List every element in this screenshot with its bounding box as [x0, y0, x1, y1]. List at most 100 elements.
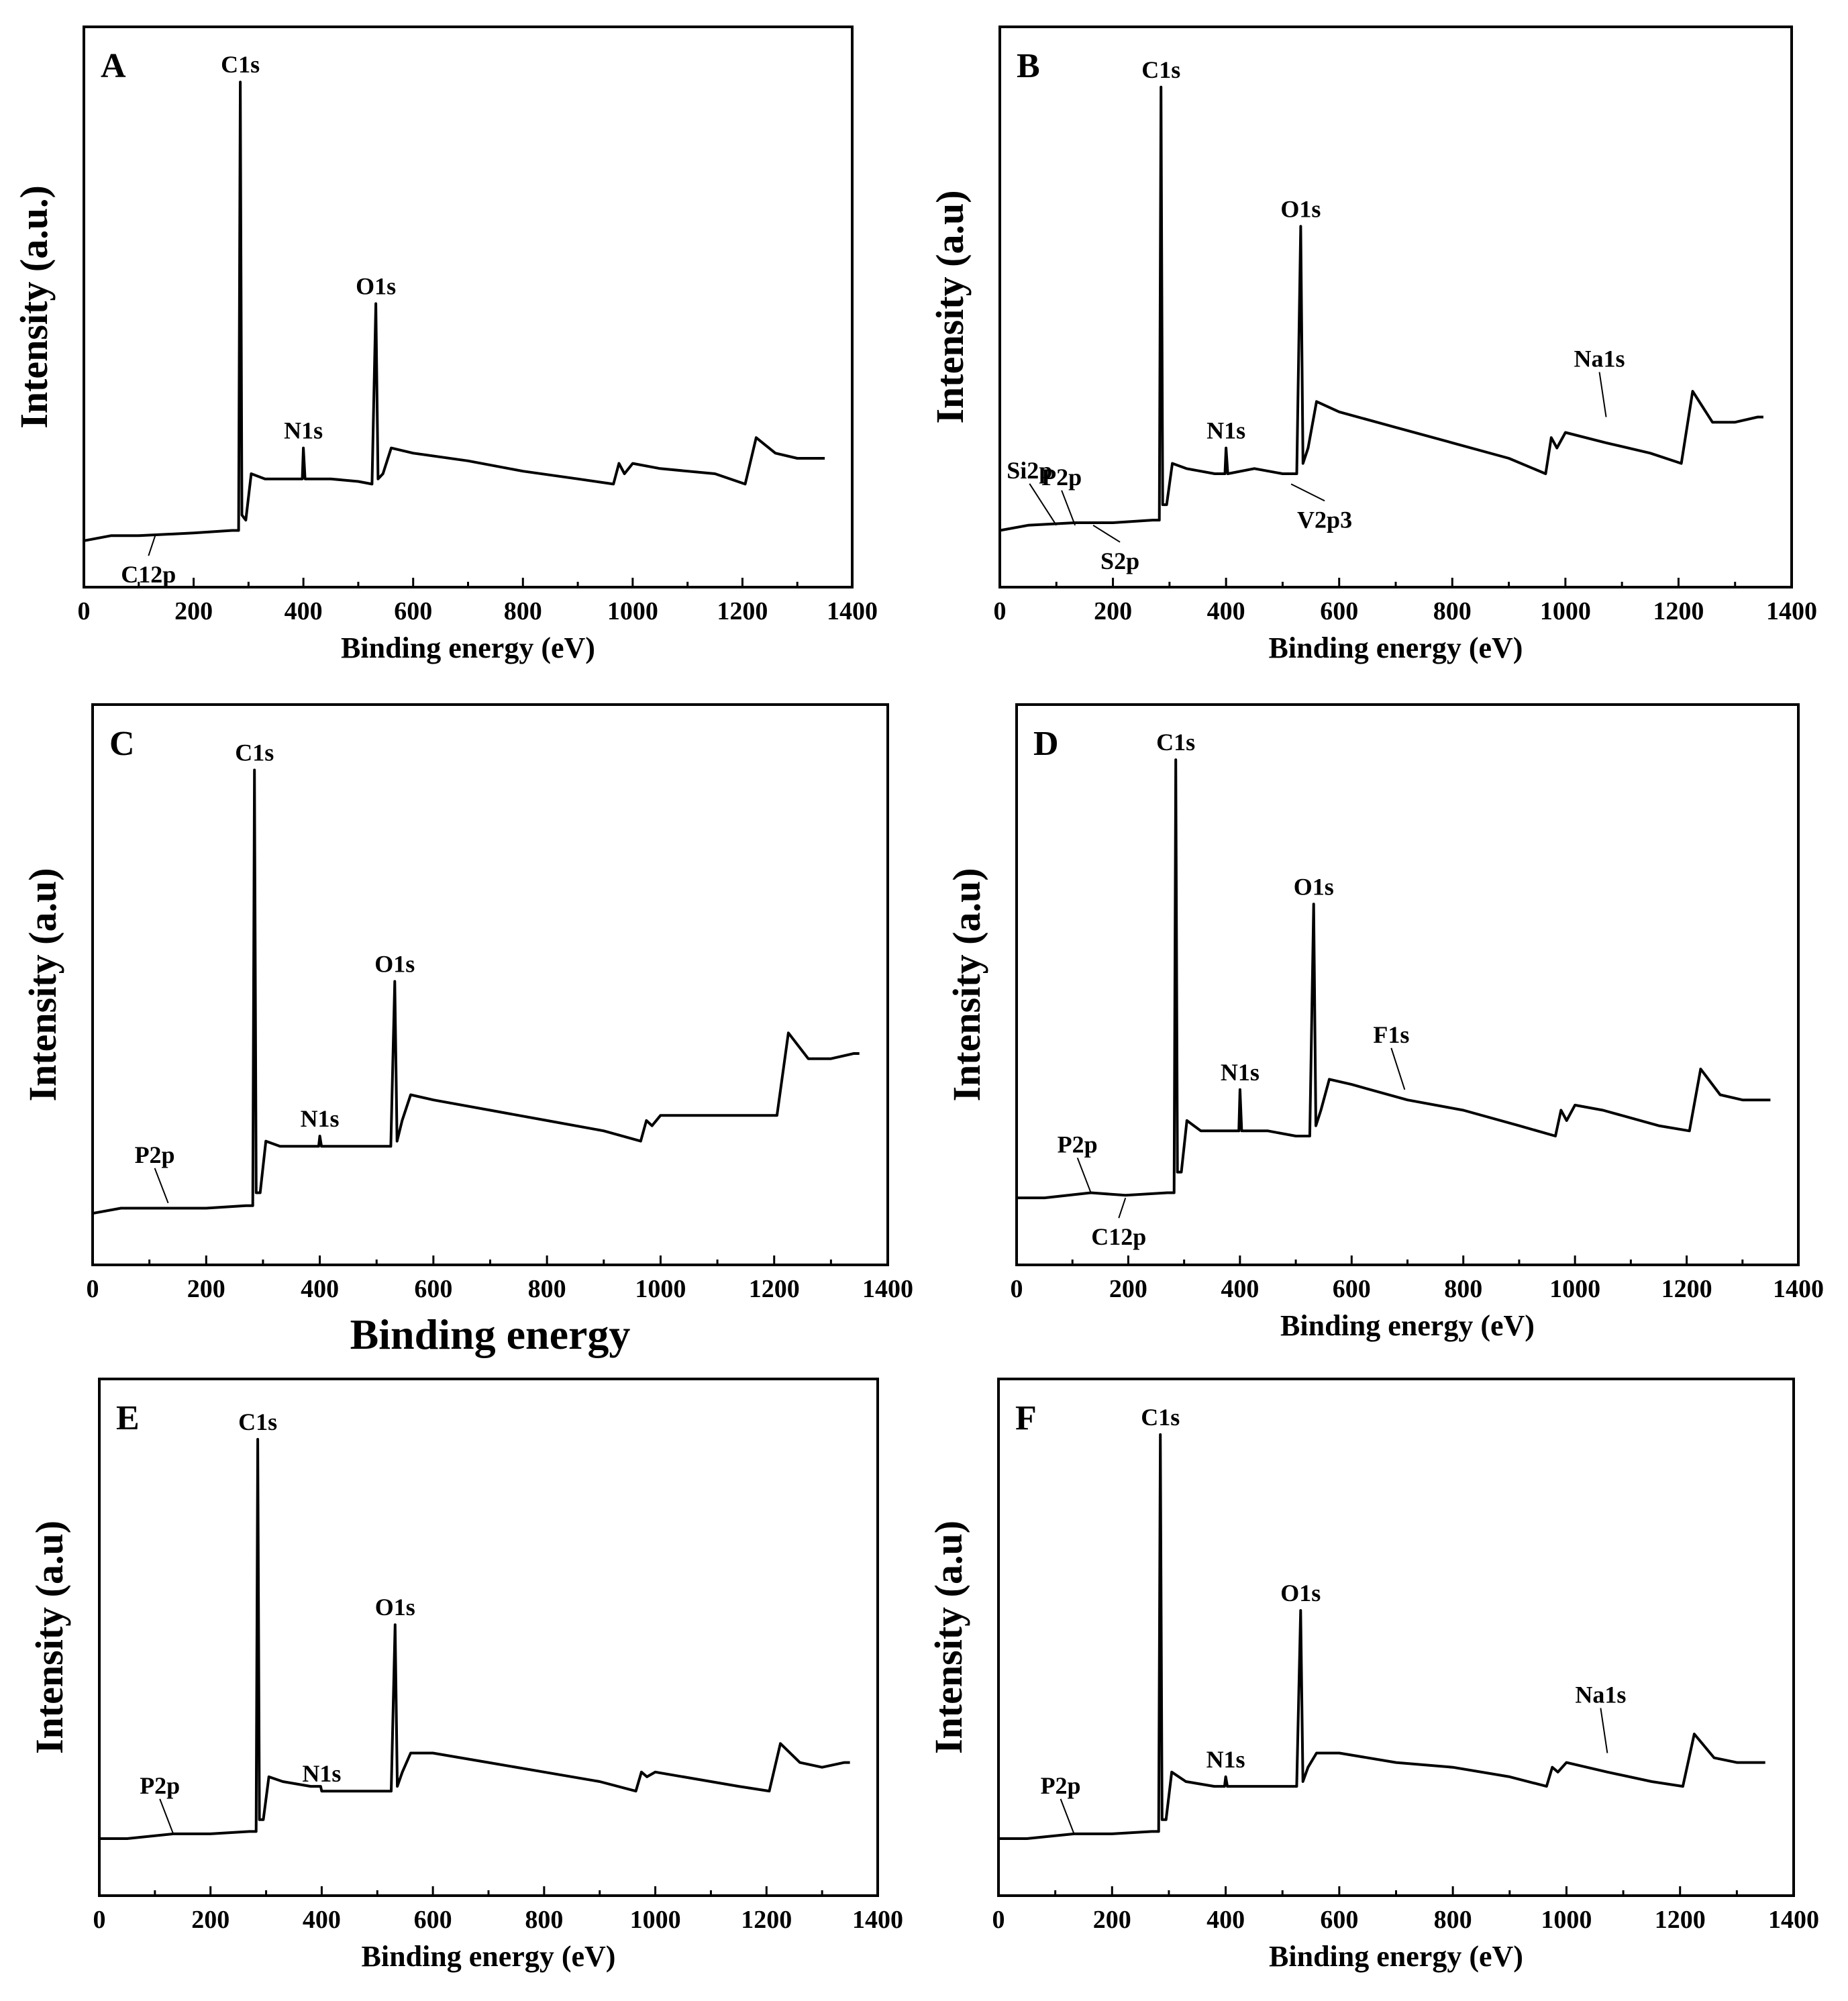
x-tick-label: 400	[1221, 1275, 1259, 1303]
x-tick-label: 1200	[1661, 1275, 1712, 1303]
peak-leader-line	[1076, 1158, 1092, 1193]
panel-d: D 0 200 400 600 800 1000 1200 1400 Binding energy…	[945, 703, 1824, 1342]
x-tick-label: 800	[1444, 1275, 1482, 1303]
y-axis-label: Intensity (a.u.)	[12, 185, 56, 429]
peak-label: C1s	[1141, 1404, 1180, 1431]
peak-label: C12p	[1091, 1223, 1146, 1250]
panel-f: F 0 200 400 600 800 1000 1200 1400 Binding energy…	[927, 1378, 1819, 1973]
peak-label: P2p	[135, 1141, 175, 1168]
x-axis-label: Binding energy (eV)	[1269, 1940, 1523, 1973]
x-tick-label: 0	[992, 1906, 1005, 1934]
x-tick-label: 1400	[1766, 597, 1817, 625]
x-tick-label: 1000	[630, 1906, 681, 1934]
peak-label: P2p	[1058, 1131, 1098, 1158]
peak-label: C1s	[235, 739, 274, 766]
x-tick-label: 1200	[1655, 1906, 1706, 1934]
panel-letter: A	[101, 47, 126, 85]
peak-label: C1s	[1141, 56, 1180, 83]
x-tick-label: 600	[1333, 1275, 1371, 1303]
x-tick-label: 800	[525, 1906, 563, 1934]
x-tick-label: 0	[1011, 1275, 1023, 1303]
peak-leader-line	[1061, 490, 1076, 526]
x-tick-label: 1400	[1773, 1275, 1824, 1303]
panel-letter: E	[116, 1399, 140, 1437]
peak-label: P2p	[140, 1772, 180, 1799]
peak-label: S2p	[1100, 548, 1139, 574]
peak-label: P2p	[1041, 464, 1082, 491]
x-tick-label: 600	[394, 597, 432, 625]
peak-leader-line	[1600, 1708, 1608, 1753]
x-axis-label: Binding energy (eV)	[1269, 631, 1523, 664]
peak-leader-line	[154, 1168, 169, 1204]
x-tick-label: 200	[174, 597, 213, 625]
x-tick-label: 0	[87, 1275, 99, 1303]
x-tick-label: 0	[78, 597, 91, 625]
peak-leader-line	[1390, 1047, 1406, 1090]
peak-label: O1s	[1280, 195, 1321, 222]
peak-leader-line	[1118, 1197, 1127, 1219]
x-tick-label: 1400	[852, 1906, 903, 1934]
spectrum-line	[1017, 758, 1771, 1200]
y-axis-label: Intensity (a.u)	[927, 1521, 970, 1754]
x-tick-label: 800	[528, 1275, 566, 1303]
peak-label: F1s	[1373, 1021, 1409, 1048]
x-tick-label: 1200	[717, 597, 768, 625]
y-axis-label: Intensity (a.u)	[945, 868, 988, 1101]
peak-leader-line	[1060, 1798, 1075, 1835]
panel-letter: B	[1017, 47, 1040, 85]
peak-label: C1s	[221, 51, 260, 78]
x-tick-label: 1000	[1541, 1906, 1592, 1934]
peak-label: N1s	[301, 1105, 340, 1132]
peak-label: O1s	[356, 272, 396, 299]
x-tick-label: 200	[191, 1906, 229, 1934]
x-tick-label: 600	[1320, 1906, 1358, 1934]
plot-frame	[998, 25, 1793, 588]
peak-label: P2p	[1041, 1772, 1081, 1799]
x-axis-label: Binding energy	[350, 1311, 631, 1358]
peak-label: N1s	[1207, 417, 1245, 444]
peak-label: V2p3	[1297, 506, 1352, 533]
x-tick-label: 1000	[1540, 597, 1591, 625]
peak-label: C12p	[121, 561, 176, 588]
plot-frame	[997, 1378, 1795, 1897]
x-tick-label: 200	[187, 1275, 225, 1303]
x-axis-label: Binding energy (eV)	[362, 1940, 616, 1973]
plot-frame	[91, 703, 889, 1266]
x-tick-label: 1400	[1768, 1906, 1819, 1934]
spectrum-line	[998, 1433, 1765, 1840]
y-axis-label: Intensity (a.u)	[28, 1521, 71, 1754]
x-tick-label: 0	[994, 597, 1007, 625]
peak-label: O1s	[1280, 1580, 1321, 1606]
peak-label: N1s	[1221, 1059, 1260, 1086]
x-tick-label: 600	[414, 1906, 452, 1934]
x-tick-label: 200	[1109, 1275, 1147, 1303]
x-tick-label: 200	[1094, 597, 1132, 625]
x-tick-label: 0	[93, 1906, 106, 1934]
peak-leader-line	[1092, 524, 1121, 543]
peak-leader-line	[1598, 372, 1607, 417]
peak-label: N1s	[284, 417, 323, 444]
panel-b: B 0 200 400 600 800 1000 1200 1400 Binding energy…	[928, 25, 1817, 664]
x-tick-label: 400	[285, 597, 323, 625]
spectrum-line	[99, 1437, 850, 1840]
peak-label: C1s	[1156, 729, 1195, 756]
peak-label: N1s	[302, 1760, 341, 1787]
peak-leader-line	[1290, 483, 1325, 502]
peak-label: N1s	[1207, 1746, 1245, 1773]
peak-leader-line	[148, 535, 156, 556]
peak-label: O1s	[1294, 873, 1334, 900]
x-tick-label: 1000	[607, 597, 658, 625]
x-tick-label: 1200	[1653, 597, 1704, 625]
x-tick-label: 400	[1207, 597, 1245, 625]
spectrum-line	[92, 768, 860, 1215]
x-axis-label: Binding energy (eV)	[341, 631, 595, 664]
x-axis-label: Binding energy (eV)	[1280, 1309, 1535, 1342]
panel-letter: F	[1015, 1399, 1037, 1437]
x-tick-label: 400	[301, 1275, 339, 1303]
x-tick-label: 600	[1320, 597, 1358, 625]
y-axis-label: Intensity (a.u)	[21, 868, 64, 1101]
panel-letter: C	[109, 725, 135, 763]
plot-frame	[98, 1378, 879, 1897]
panel-c: C 0 200 400 600 800 1000 1200 1400 Binding energy…	[21, 703, 913, 1358]
